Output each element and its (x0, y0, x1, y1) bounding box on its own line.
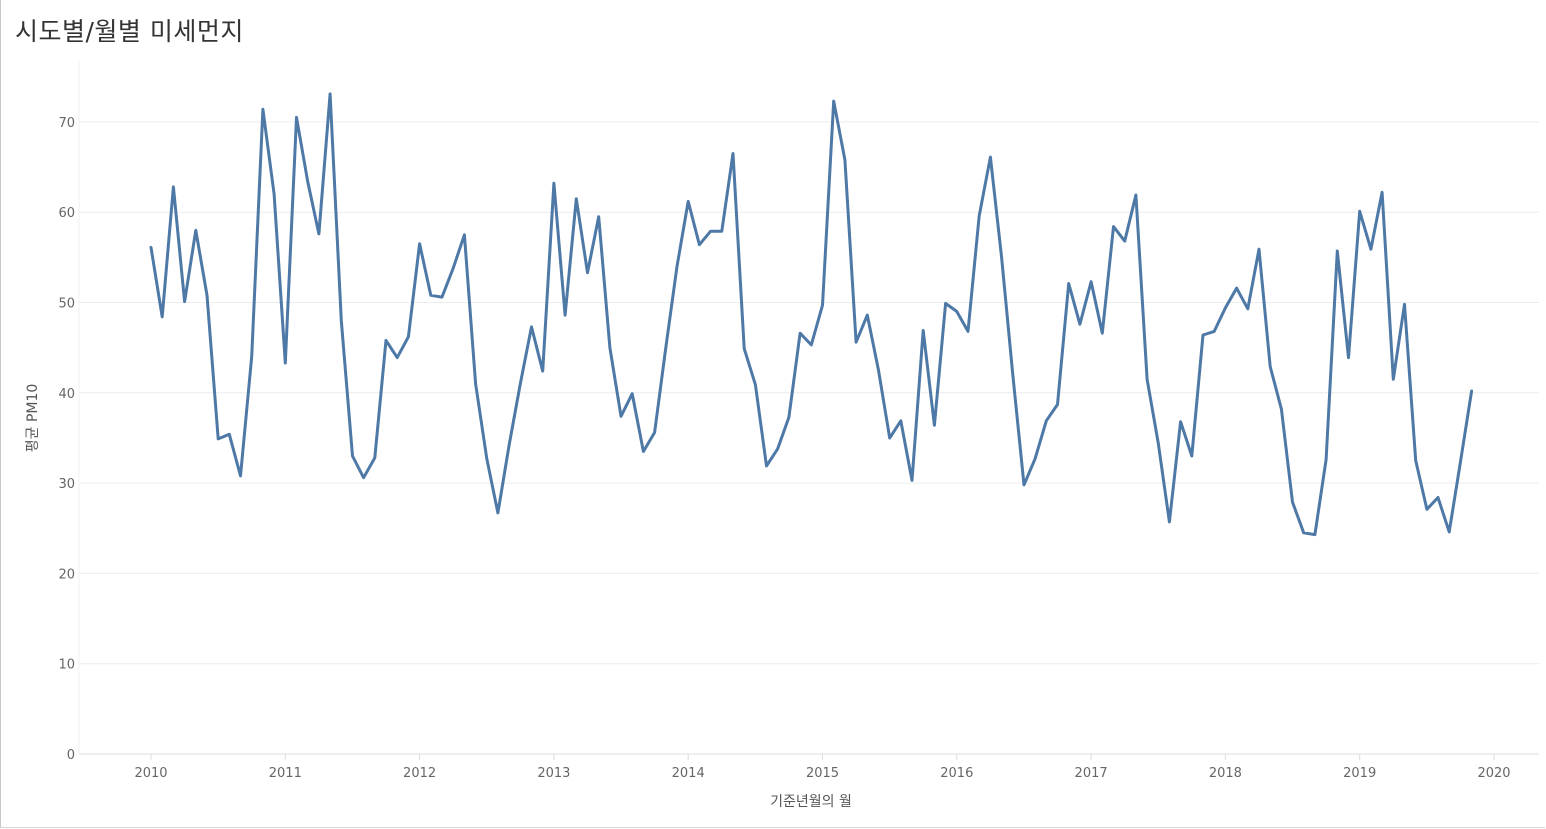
axes: 0 10 20 30 40 50 60 70 2010 2011 2012 2013 2014 2015 2… (58, 60, 1539, 781)
x-tick-label: 2013 (537, 766, 570, 781)
y-tick-label: 30 (58, 477, 75, 492)
gridlines (79, 121, 1539, 665)
x-tick-label: 2017 (1075, 766, 1108, 781)
series-line (149, 92, 1474, 537)
y-tick-label: 10 (58, 658, 75, 673)
chart-title: 시도별/월별 미세먼지 (15, 17, 244, 46)
x-tick-label: 2015 (806, 766, 839, 781)
y-tick-label: 20 (58, 567, 75, 582)
x-tick-label: 2010 (134, 766, 167, 781)
x-tick-label: 2019 (1343, 766, 1376, 781)
x-tick-label: 2018 (1209, 766, 1242, 781)
y-tick-label: 60 (58, 206, 75, 221)
x-tick-label: 2020 (1477, 766, 1510, 781)
y-tick-label: 70 (58, 116, 75, 131)
y-tick-label: 50 (58, 297, 75, 312)
x-tick-label: 2011 (269, 766, 302, 781)
y-tick-label: 40 (58, 387, 75, 402)
x-tick-label: 2016 (940, 766, 973, 781)
y-axis-title: 평균 PM10 (25, 384, 41, 453)
x-axis-title: 기준년월의 월 (770, 794, 852, 810)
y-tick-label: 0 (67, 748, 75, 763)
series (149, 92, 1474, 537)
x-tick-label: 2012 (403, 766, 436, 781)
x-tick-label: 2014 (672, 766, 705, 781)
